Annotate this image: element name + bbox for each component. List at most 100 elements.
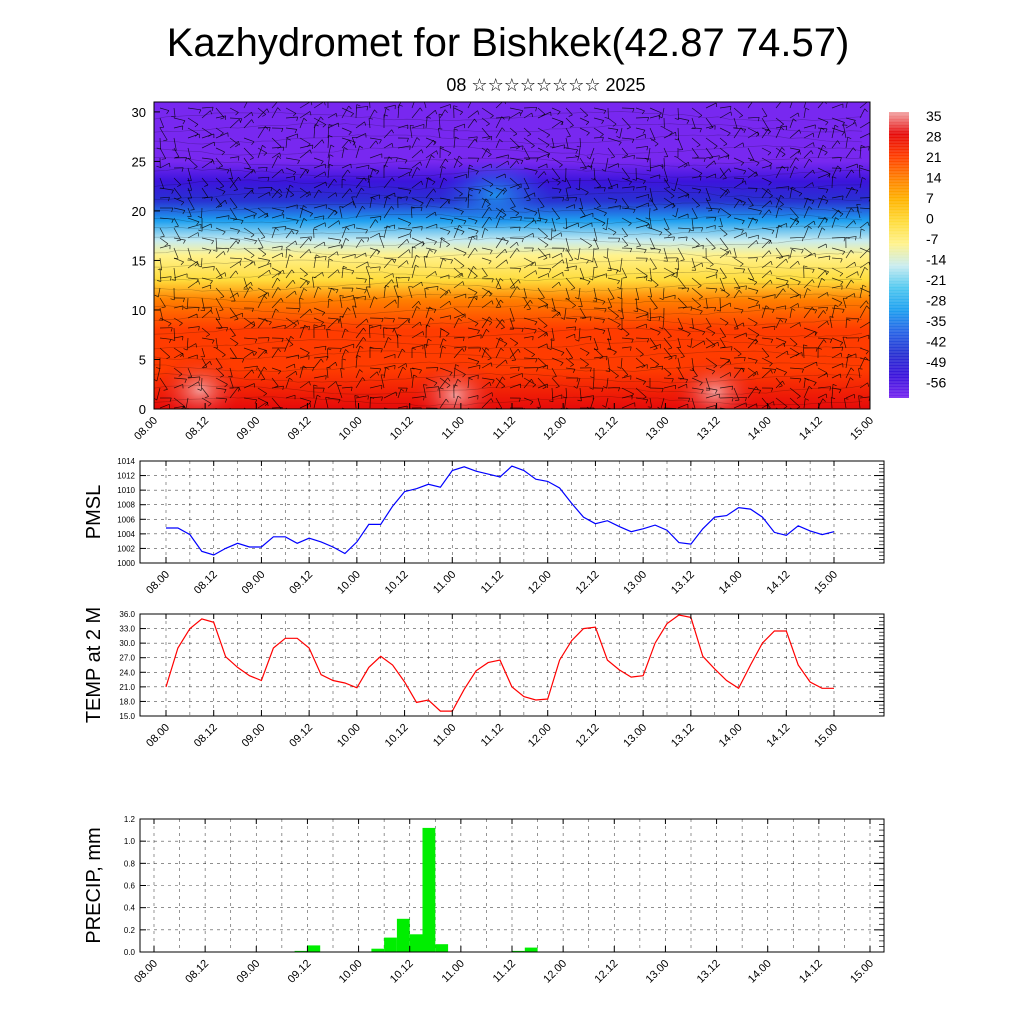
wind-barb-flag [461, 273, 464, 278]
temp-x-tick-label: 13.12 [669, 722, 697, 750]
wind-barb [481, 107, 494, 116]
wind-barb-flag [345, 349, 349, 353]
wind-barb-flag [781, 147, 785, 151]
wind-barb-flag [515, 146, 520, 150]
wind-barb [577, 247, 581, 260]
contour-line [154, 247, 863, 259]
precip-bar [422, 827, 436, 952]
wind-barb [775, 117, 784, 125]
wind-barb [341, 238, 347, 249]
wind-barb [411, 107, 421, 119]
wind-barb-flag [642, 396, 647, 400]
wind-barb [201, 133, 215, 139]
wind-barb-flag [826, 307, 828, 312]
wind-barb-flag [398, 295, 403, 298]
wind-barb [355, 261, 368, 269]
wind-barb-flag [325, 375, 327, 380]
wind-barb [313, 307, 326, 313]
wind-barb [257, 227, 266, 238]
wind-barb-flag [260, 378, 265, 381]
wind-barb-flag [768, 182, 772, 186]
wind-barb [229, 177, 238, 190]
wind-barb-flag [275, 227, 279, 231]
wind-barb-flag [208, 250, 212, 254]
wind-barb-flag [266, 401, 269, 406]
wind-barb-flag [745, 285, 747, 290]
wind-barb-flag [308, 237, 312, 242]
wind-barb-flag [667, 233, 672, 237]
wind-barb-flag [443, 177, 448, 181]
wind-barb-flag [754, 360, 758, 364]
wind-barb [649, 174, 660, 179]
wind-barb [775, 258, 787, 269]
wind-barb [831, 125, 836, 139]
wind-barb-flag [453, 384, 458, 387]
wind-barb [691, 287, 703, 298]
wind-barb [747, 207, 762, 212]
wind-barb [467, 295, 478, 299]
wind-barb [481, 117, 490, 125]
wind-barb [467, 395, 479, 399]
wind-barb-flag [182, 353, 184, 358]
wind-barb-flag [168, 323, 172, 327]
wind-barb [747, 277, 758, 283]
wind-barb [355, 227, 368, 231]
wind-barb-flag [321, 139, 325, 144]
wind-barb [761, 270, 771, 279]
wind-barb [607, 327, 612, 340]
wind-barb [579, 127, 590, 134]
wind-barb-flag [871, 209, 873, 213]
wind-barb [747, 297, 759, 302]
wind-barb-flag [680, 259, 685, 261]
wind-barb [551, 217, 557, 232]
wind-barb [803, 132, 814, 139]
wind-barb [621, 307, 624, 319]
wind-barb-flag [842, 251, 846, 256]
wind-barb [285, 184, 291, 199]
wind-barb-flag [197, 232, 200, 237]
wind-barb-flag [755, 188, 758, 193]
wind-barb [229, 227, 240, 231]
wind-barb-flag [577, 399, 582, 402]
section-y-tick-label: 0 [139, 402, 146, 417]
wind-barb-flag [685, 236, 688, 241]
wind-barb [201, 207, 203, 218]
wind-barb-flag [343, 147, 348, 150]
wind-barb [817, 195, 824, 209]
wind-barb-flag [436, 367, 439, 372]
wind-barb [509, 267, 521, 269]
wind-barb-flag [406, 138, 409, 143]
wind-barb [327, 154, 331, 169]
wind-barb [523, 207, 538, 213]
wind-barb [859, 228, 862, 239]
wind-barb-flag [436, 286, 439, 291]
wind-barb-flag [386, 225, 391, 229]
wind-barb-flag [534, 212, 538, 216]
wind-barb-flag [297, 308, 301, 313]
wind-barb [257, 387, 267, 394]
wind-barb [747, 217, 758, 221]
wind-barb [817, 127, 822, 139]
wind-barb [775, 247, 784, 258]
wind-barb-flag [338, 399, 341, 404]
wind-barb-flag [671, 205, 676, 209]
wind-barb [201, 141, 215, 149]
wind-barb [845, 122, 856, 129]
wind-barb-flag [280, 298, 284, 302]
wind-barb-flag [703, 340, 706, 345]
wind-barb [648, 207, 651, 220]
wind-barb [365, 266, 371, 279]
precip-x-tick-label: 10.00 [337, 958, 365, 986]
wind-barb [621, 367, 629, 376]
wind-barb [831, 297, 843, 303]
wind-barb-flag [518, 268, 522, 273]
wind-barb [411, 396, 425, 399]
wind-barb [817, 227, 823, 239]
wind-barb [215, 132, 228, 139]
wind-barb [705, 387, 718, 391]
contour-line [154, 293, 863, 304]
wind-barb [383, 142, 393, 149]
wind-barb-flag [469, 164, 474, 168]
wind-barb [285, 363, 295, 369]
wind-barb-flag [183, 239, 186, 244]
